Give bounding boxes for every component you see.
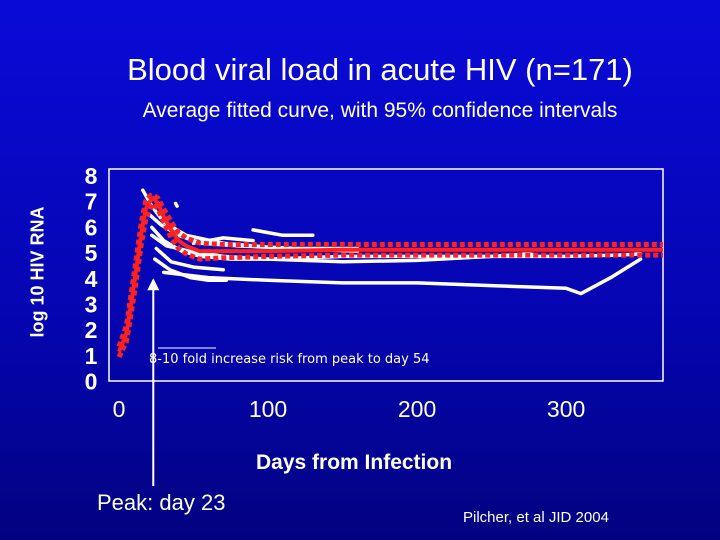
chart-title: Blood viral load in acute HIV (n=171): [127, 52, 633, 87]
peak-annotation: Peak: day 23: [97, 490, 226, 515]
y-tick-label: 8: [85, 163, 98, 189]
plot-area-frame: [108, 168, 664, 382]
citation: Pilcher, et al JID 2004: [463, 509, 609, 526]
y-tick-label: 3: [85, 292, 98, 318]
y-tick-label: 7: [85, 189, 98, 215]
patient-trace: [154, 246, 226, 272]
x-tick-label: 300: [547, 396, 585, 422]
x-tick-label: 200: [398, 396, 436, 422]
y-tick-label: 0: [85, 369, 98, 395]
y-tick-label: 2: [85, 317, 98, 343]
x-tick-label: 100: [249, 396, 287, 422]
y-tick-label: 6: [85, 214, 98, 240]
patient-trace: [251, 228, 315, 238]
chart-subtitle: Average fitted curve, with 95% confidenc…: [142, 99, 618, 122]
patient-trace: [173, 201, 179, 208]
patient-trace: [191, 236, 255, 245]
upper-ci-curve: [116, 193, 663, 348]
x-axis-label: Days from Infection: [256, 451, 453, 474]
risk-annotation: 8-10 fold increase risk from peak to day…: [149, 352, 430, 367]
y-tick-label: 1: [85, 343, 98, 369]
peak-arrow-head: [147, 278, 160, 291]
y-tick-label: 4: [85, 266, 98, 292]
y-tick-label: 5: [85, 240, 98, 266]
patient-trace: [161, 257, 643, 296]
patient-trace: [153, 257, 229, 283]
lower-ci-curve: [116, 200, 663, 359]
x-tick-label: 0: [113, 396, 126, 422]
